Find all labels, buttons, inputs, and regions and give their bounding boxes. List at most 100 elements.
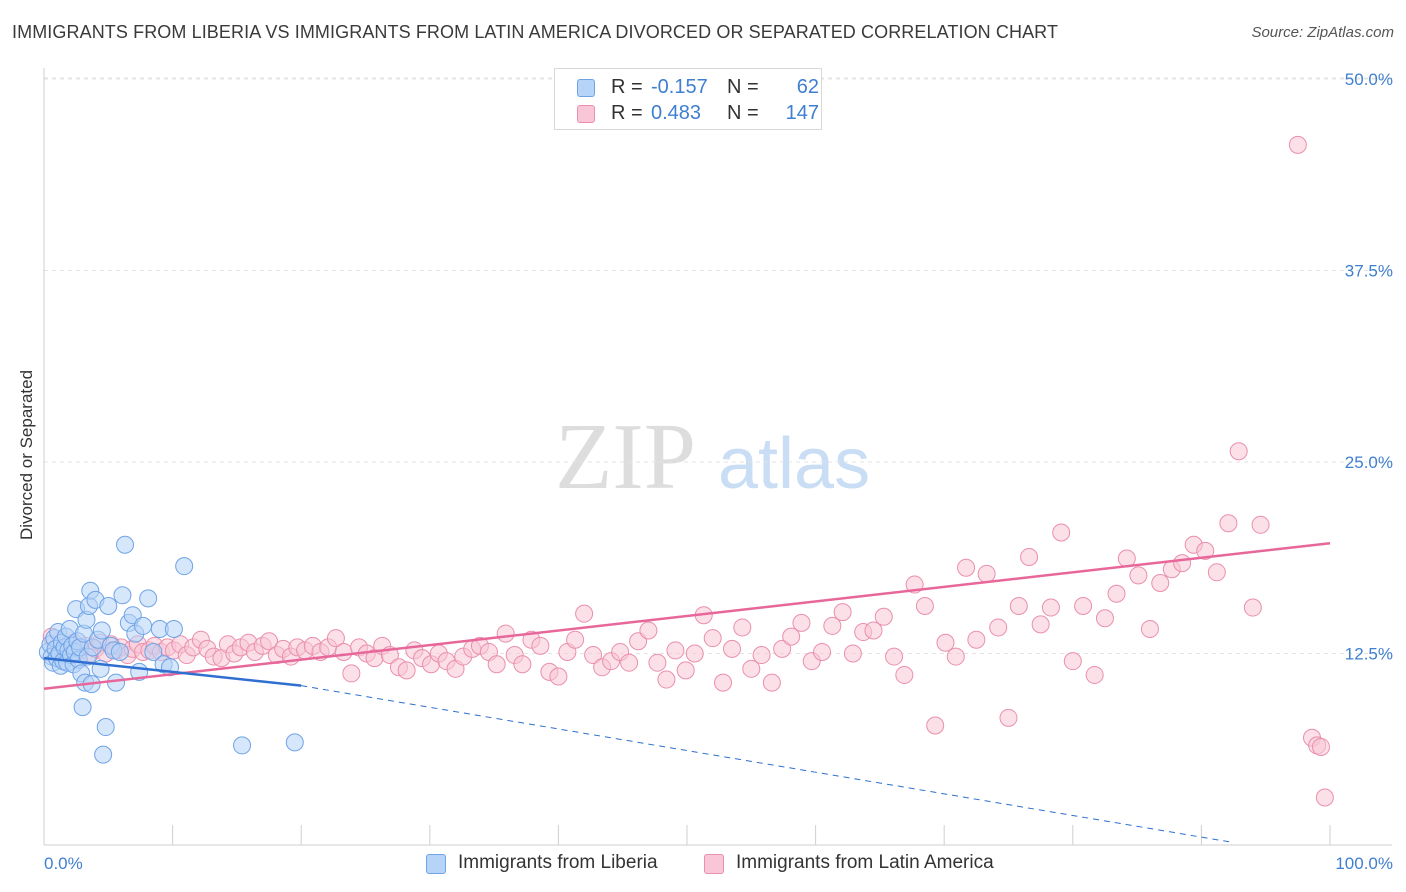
data-point-latin-america bbox=[843, 644, 862, 663]
y-tick-labels: 12.5% 25.0% 37.5% 50.0% bbox=[1345, 70, 1393, 664]
data-point-latin-america bbox=[885, 647, 904, 666]
data-point-latin-america bbox=[1219, 514, 1238, 533]
legend-swatch-latin-america bbox=[577, 105, 595, 123]
data-point-liberia bbox=[92, 621, 111, 640]
data-point-latin-america bbox=[657, 670, 676, 689]
data-point-liberia bbox=[94, 745, 113, 764]
data-point-latin-america bbox=[1009, 597, 1028, 616]
legend-r-label: R = bbox=[611, 102, 643, 124]
data-point-latin-america bbox=[1063, 652, 1082, 671]
data-point-latin-america bbox=[1095, 609, 1114, 628]
legend-n-value-latin-america: 147 bbox=[785, 102, 819, 124]
bottom-legend-label-latin-america: Immigrants from Latin America bbox=[736, 852, 994, 873]
legend-r-value-liberia: -0.157 bbox=[651, 76, 708, 98]
data-point-latin-america bbox=[946, 647, 965, 666]
data-point-latin-america bbox=[648, 653, 667, 672]
data-point-latin-america bbox=[1207, 563, 1226, 582]
data-point-liberia bbox=[144, 642, 163, 661]
data-point-latin-america bbox=[334, 642, 353, 661]
chart-title: IMMIGRANTS FROM LIBERIA VS IMMIGRANTS FR… bbox=[12, 22, 1059, 42]
data-point-latin-america bbox=[549, 667, 568, 686]
trend-lines bbox=[43, 541, 1331, 843]
data-point-latin-america bbox=[1052, 523, 1071, 542]
data-point-latin-america bbox=[1140, 619, 1159, 638]
data-point-latin-america bbox=[1107, 584, 1126, 603]
data-point-latin-america bbox=[999, 708, 1018, 727]
data-point-latin-america bbox=[575, 604, 594, 623]
data-point-latin-america bbox=[782, 627, 801, 646]
data-point-latin-america bbox=[762, 673, 781, 692]
y-tick-label: 37.5% bbox=[1345, 262, 1393, 281]
data-point-latin-america bbox=[1151, 574, 1170, 593]
data-point-latin-america bbox=[714, 673, 733, 692]
data-point-latin-america bbox=[639, 621, 658, 640]
source-label: Source: ZipAtlas.com bbox=[1251, 24, 1394, 41]
data-point-latin-america bbox=[531, 636, 550, 655]
y-tick-label: 25.0% bbox=[1345, 453, 1393, 472]
y-tick-label: 12.5% bbox=[1345, 645, 1393, 664]
bottom-legend-label-liberia: Immigrants from Liberia bbox=[458, 852, 658, 873]
data-point-latin-america bbox=[957, 558, 976, 577]
data-point-latin-america bbox=[733, 618, 752, 637]
data-point-latin-america bbox=[620, 653, 639, 672]
data-point-latin-america bbox=[1311, 737, 1330, 756]
x-tick-label-min: 0.0% bbox=[44, 854, 83, 873]
data-point-latin-america bbox=[342, 664, 361, 683]
correlation-legend: R = -0.157 N = 62 R = 0.483 N = 147 bbox=[554, 68, 822, 130]
data-point-latin-america bbox=[723, 639, 742, 658]
data-point-latin-america bbox=[1315, 788, 1334, 807]
series-latin-america-points bbox=[42, 135, 1334, 807]
data-point-latin-america bbox=[823, 616, 842, 635]
data-point-latin-america bbox=[1243, 598, 1262, 617]
series-liberia-points bbox=[38, 535, 304, 764]
data-point-latin-america bbox=[1085, 665, 1104, 684]
legend-n-label: N = bbox=[727, 102, 759, 124]
data-point-liberia bbox=[116, 535, 135, 554]
bottom-legend-swatch-liberia bbox=[426, 854, 446, 874]
data-point-liberia bbox=[164, 619, 183, 638]
data-point-latin-america bbox=[752, 646, 771, 665]
legend-n-label: N = bbox=[727, 76, 759, 98]
y-tick-label: 50.0% bbox=[1345, 70, 1393, 89]
trend-line-latin-america bbox=[43, 541, 1331, 690]
data-point-latin-america bbox=[1288, 135, 1307, 154]
data-point-liberia bbox=[113, 586, 132, 605]
data-point-latin-america bbox=[1041, 598, 1060, 617]
data-point-latin-america bbox=[813, 642, 832, 661]
data-point-latin-america bbox=[1020, 547, 1039, 566]
data-point-liberia bbox=[134, 616, 153, 635]
data-point-latin-america bbox=[685, 644, 704, 663]
axes bbox=[43, 68, 1392, 846]
trend-line-liberia-extension bbox=[301, 685, 1231, 843]
watermark-zip: ZIP bbox=[555, 405, 696, 509]
data-point-latin-america bbox=[1129, 566, 1148, 585]
data-point-liberia bbox=[285, 733, 304, 752]
data-point-latin-america bbox=[496, 624, 515, 643]
data-point-latin-america bbox=[874, 607, 893, 626]
data-point-liberia bbox=[233, 736, 252, 755]
data-point-liberia bbox=[99, 597, 118, 616]
data-point-latin-america bbox=[566, 630, 585, 649]
data-point-latin-america bbox=[926, 716, 945, 735]
data-point-liberia bbox=[139, 589, 158, 608]
data-point-liberia bbox=[107, 673, 126, 692]
data-point-latin-america bbox=[936, 633, 955, 652]
watermark: ZIP atlas bbox=[555, 405, 870, 509]
legend-r-label: R = bbox=[611, 76, 643, 98]
data-point-latin-america bbox=[513, 655, 532, 674]
data-point-latin-america bbox=[742, 659, 761, 678]
data-point-latin-america bbox=[1251, 515, 1270, 534]
data-point-latin-america bbox=[584, 646, 603, 665]
data-point-latin-america bbox=[773, 639, 792, 658]
data-point-latin-america bbox=[397, 661, 416, 680]
data-point-latin-america bbox=[666, 641, 685, 660]
data-point-latin-america bbox=[864, 621, 883, 640]
bottom-legend-swatch-latin-america bbox=[704, 854, 724, 874]
data-point-latin-america bbox=[703, 629, 722, 648]
data-point-latin-america bbox=[1196, 541, 1215, 560]
data-point-latin-america bbox=[967, 630, 986, 649]
data-point-latin-america bbox=[1074, 597, 1093, 616]
data-point-latin-america bbox=[833, 603, 852, 622]
legend-r-value-latin-america: 0.483 bbox=[651, 102, 702, 124]
